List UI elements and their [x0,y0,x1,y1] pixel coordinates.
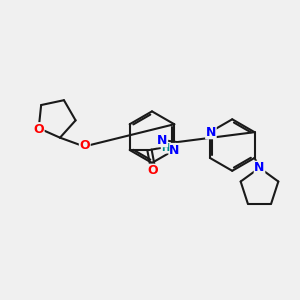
Text: O: O [147,164,158,177]
Text: O: O [33,123,44,136]
Text: O: O [80,139,90,152]
Text: N: N [206,126,216,139]
Text: N: N [157,134,168,147]
Text: H: H [161,143,169,153]
Text: N: N [254,161,265,174]
Text: N: N [169,143,179,157]
